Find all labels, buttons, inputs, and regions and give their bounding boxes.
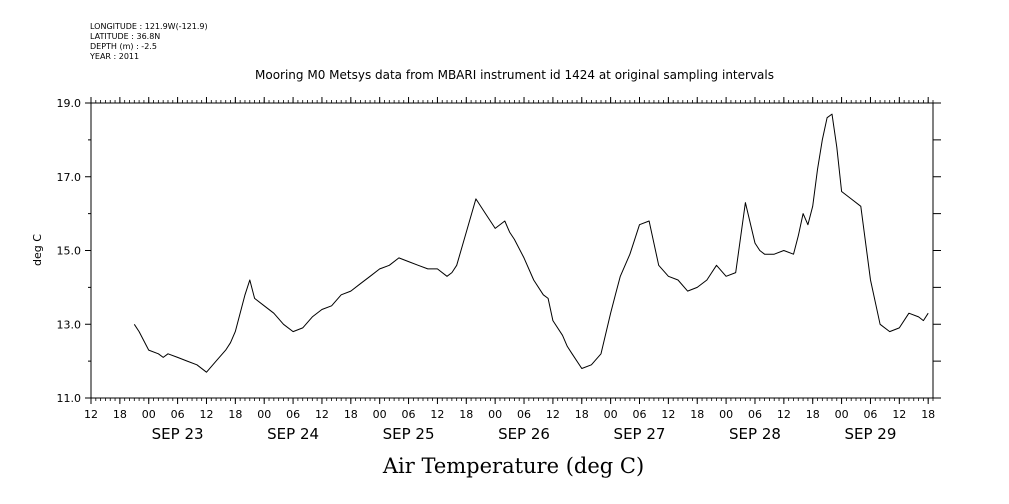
x-tick-label: 00	[142, 408, 156, 421]
x-tick-label: 18	[228, 408, 242, 421]
x-tick-label: 18	[113, 408, 127, 421]
y-axis-title: deg C	[31, 234, 44, 266]
longitude-label: LONGITUDE : 121.9W(-121.9)	[90, 22, 208, 31]
day-label: SEP 29	[844, 425, 896, 443]
x-tick-label: 12	[892, 408, 906, 421]
x-tick-label: 12	[546, 408, 560, 421]
x-axis-title: Air Temperature (deg C)	[382, 454, 645, 478]
day-label: SEP 26	[498, 425, 550, 443]
x-tick-label: 00	[719, 408, 733, 421]
plot-frame	[90, 102, 934, 399]
x-tick-label: 06	[863, 408, 877, 421]
chart-title-row: Mooring M0 Metsys data from MBARI instru…	[0, 68, 1009, 82]
y-tick-label: 17.0	[57, 171, 82, 184]
day-label: SEP 23	[152, 425, 204, 443]
x-tick-label: 12	[661, 408, 675, 421]
y-tick-label: 11.0	[57, 392, 82, 405]
year-label: YEAR : 2011	[90, 52, 140, 61]
metadata-block: LONGITUDE : 121.9W(-121.9) LATITUDE : 36…	[90, 22, 208, 62]
day-label: SEP 25	[383, 425, 435, 443]
x-tick-label: 18	[459, 408, 473, 421]
x-tick-label: 12	[430, 408, 444, 421]
x-tick-label: 12	[84, 408, 98, 421]
x-tick-label: 18	[690, 408, 704, 421]
x-tick-label: 18	[344, 408, 358, 421]
x-tick-label: 18	[575, 408, 589, 421]
x-tick-label: 00	[835, 408, 849, 421]
x-tick-label: 00	[373, 408, 387, 421]
day-label: SEP 28	[729, 425, 781, 443]
latitude-label: LATITUDE : 36.8N	[90, 32, 161, 41]
x-tick-label: 06	[286, 408, 300, 421]
y-tick-label: 15.0	[57, 245, 82, 258]
x-tick-label: 18	[921, 408, 935, 421]
day-label: SEP 24	[267, 425, 319, 443]
x-tick-label: 00	[257, 408, 271, 421]
y-tick-label: 19.0	[57, 97, 82, 110]
x-tick-label: 18	[806, 408, 820, 421]
depth-label: DEPTH (m) : -2.5	[90, 42, 157, 51]
air-temperature-series-line	[133, 113, 929, 373]
x-tick-label: 06	[748, 408, 762, 421]
y-tick-label: 13.0	[57, 318, 82, 331]
x-tick-label: 06	[402, 408, 416, 421]
x-tick-label: 06	[633, 408, 647, 421]
x-tick-label: 12	[777, 408, 791, 421]
chart-title: Mooring M0 Metsys data from MBARI instru…	[255, 68, 774, 82]
day-label: SEP 27	[614, 425, 666, 443]
x-tick-label: 06	[171, 408, 185, 421]
x-tick-label: 00	[488, 408, 502, 421]
x-tick-label: 00	[604, 408, 618, 421]
x-tick-label: 12	[315, 408, 329, 421]
x-tick-label: 12	[199, 408, 213, 421]
x-tick-label: 06	[517, 408, 531, 421]
x-axis-title-row: Air Temperature (deg C)	[0, 454, 1009, 478]
